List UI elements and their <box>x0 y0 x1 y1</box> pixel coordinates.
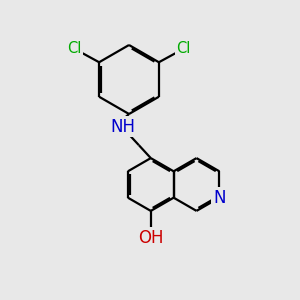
Text: NH: NH <box>110 118 135 136</box>
Text: Cl: Cl <box>67 41 81 56</box>
Text: N: N <box>213 189 226 207</box>
Text: OH: OH <box>138 229 164 247</box>
Text: Cl: Cl <box>177 41 191 56</box>
